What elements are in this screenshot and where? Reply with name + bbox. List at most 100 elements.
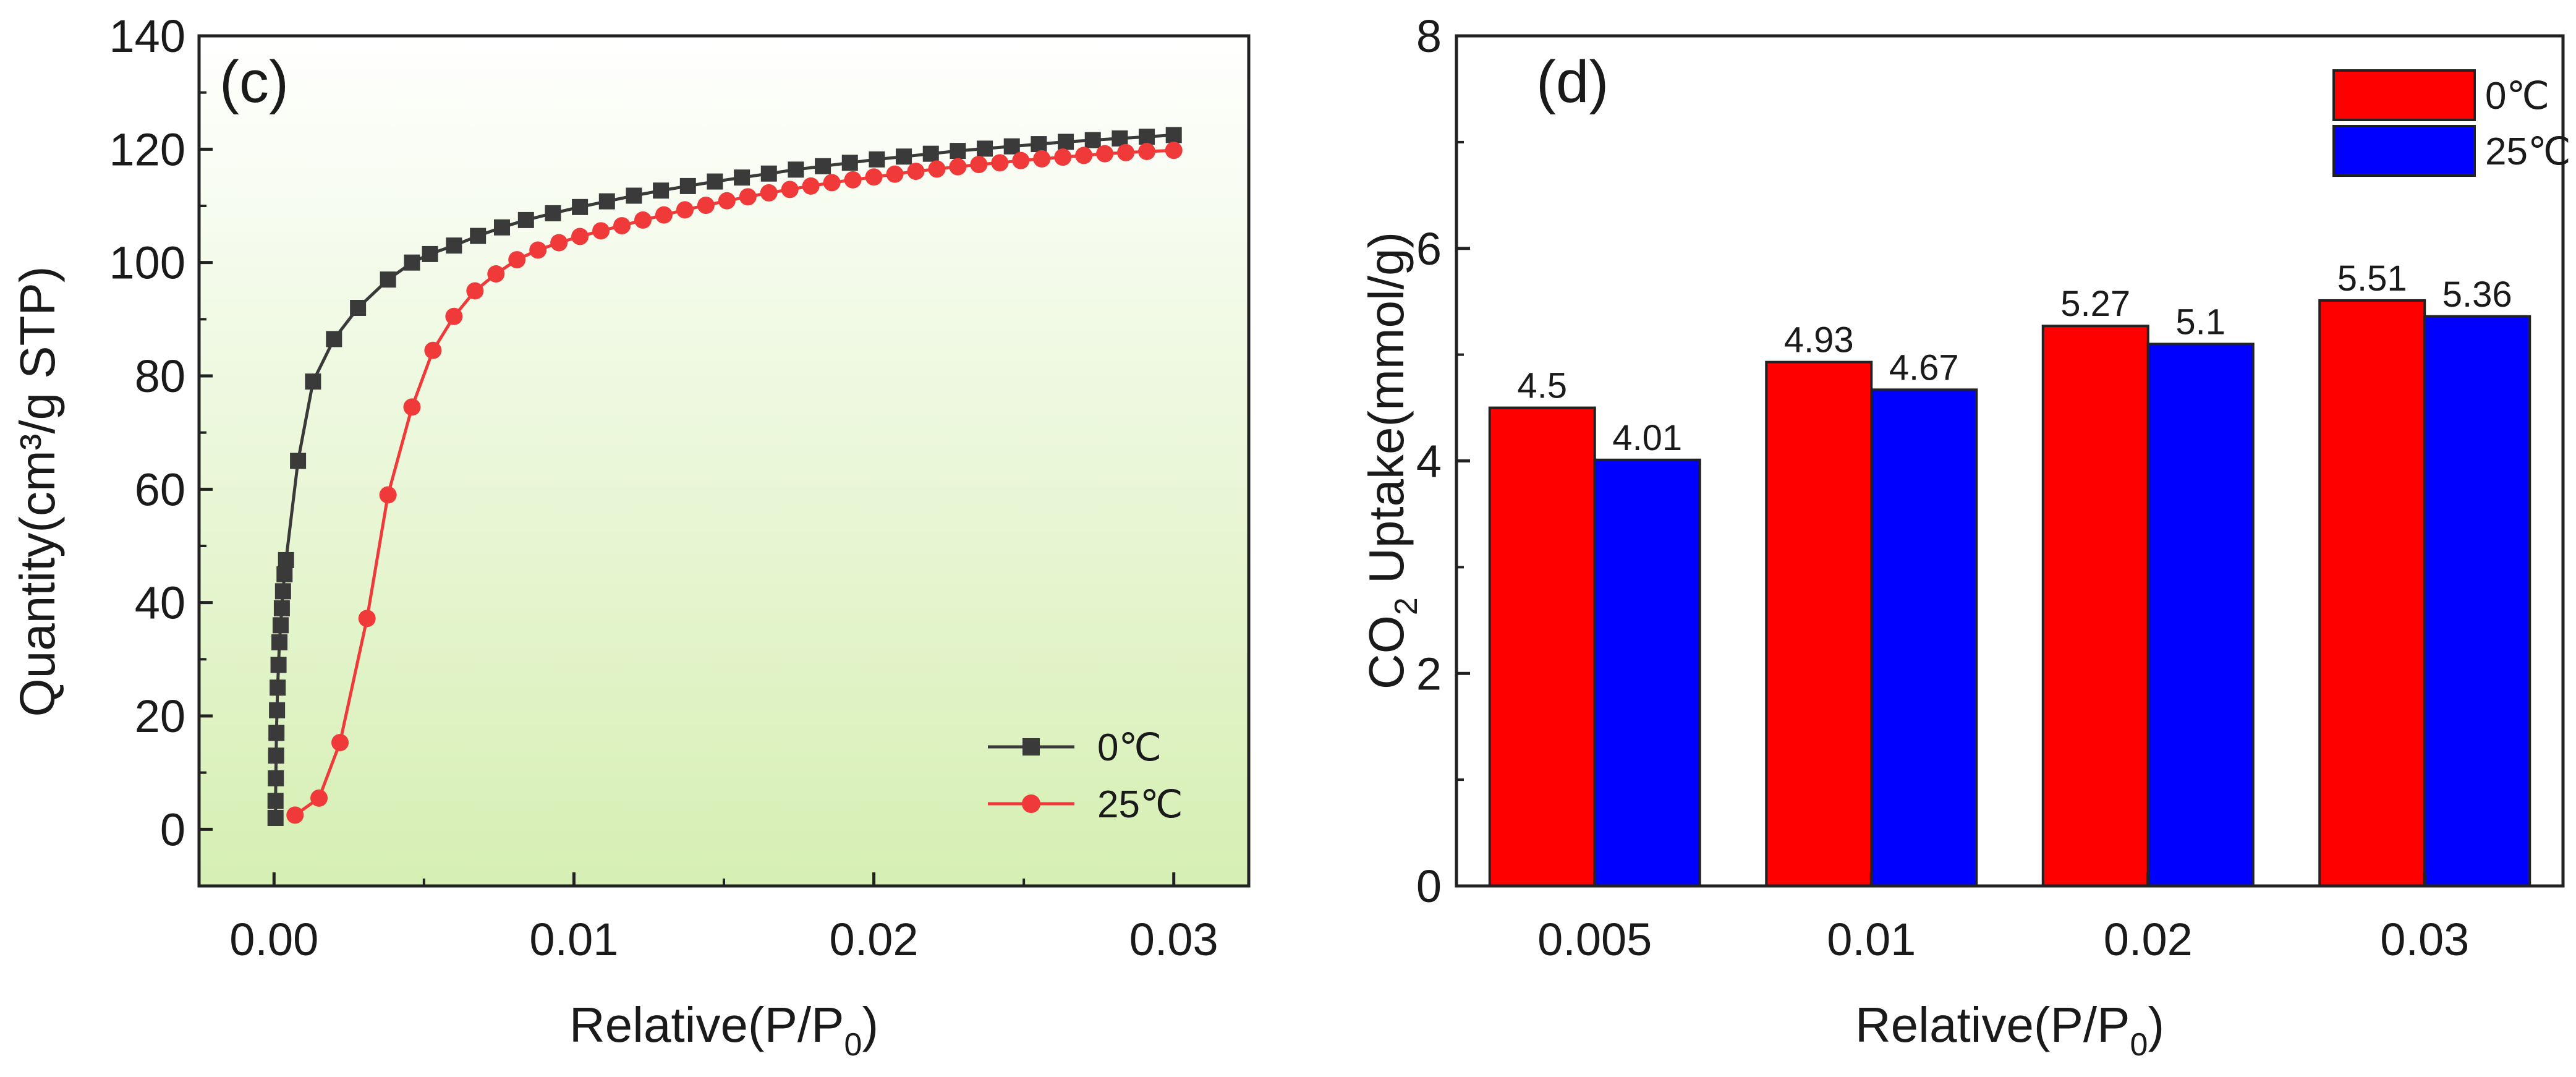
data-point [350,300,367,316]
y-axis-title-c: Quantity(cm³/g STP) [10,266,65,717]
data-point [268,747,284,764]
data-point [886,165,904,183]
data-point [592,222,610,240]
data-point [1117,143,1135,161]
data-point [950,143,966,160]
data-point [380,271,396,288]
x-tick-label: 0.01 [1827,914,1916,965]
legend-swatch [2332,69,2476,121]
data-point [653,182,670,199]
data-point [358,610,376,628]
panel-label-c: (c) [219,49,289,115]
data-point [679,177,696,194]
data-point [781,181,799,198]
bar-25C [1593,458,1701,887]
data-point [977,140,993,157]
bar-value-label: 5.51 [2337,258,2407,299]
data-point [598,193,615,210]
data-point [1058,134,1074,150]
data-point [446,237,462,254]
legend-marker [1022,738,1040,756]
data-point [545,205,561,221]
data-point [734,169,750,186]
data-point [760,165,777,182]
y-tick-label: 80 [135,351,185,402]
data-point [1139,129,1155,145]
data-point [273,600,290,616]
data-point [487,265,505,283]
data-point [379,486,397,504]
bar-25C [1870,388,1978,887]
data-point [865,168,883,186]
data-point [970,156,988,174]
x-tick-label: 0.03 [2380,914,2469,965]
bar-0C [2318,299,2426,887]
data-point [470,228,487,244]
data-point [493,219,510,236]
data-point [445,307,463,325]
y-axis-title-d: CO2 Uptake(mmol/g) [1359,232,1424,689]
data-point [404,254,420,271]
legend-item: 25℃ [2332,125,2571,177]
data-point [896,148,912,165]
data-point [613,217,631,235]
bar-0C [1765,360,1873,887]
data-point [278,551,294,568]
data-point [922,145,939,162]
data-point [529,241,547,259]
bar-25C [2423,315,2531,887]
x-tick-label: 0.02 [830,914,919,965]
data-point [571,228,589,245]
data-point [269,702,286,718]
data-point [517,211,534,228]
data-point [707,173,723,190]
data-point [1033,150,1051,168]
data-point [310,789,328,807]
bar-0C [2041,325,2149,887]
data-point [697,197,715,215]
x-tick-label: 0.00 [229,914,318,965]
data-point [286,806,304,824]
bar-value-label: 5.27 [2060,284,2130,324]
data-point [991,154,1009,172]
data-point [550,234,568,252]
data-point [271,634,288,650]
data-point [949,158,967,176]
data-point [572,198,589,215]
legend-d: 0℃25℃ [2332,69,2571,177]
data-point [268,770,284,786]
data-point [823,174,841,192]
bar-25C [2146,343,2255,887]
data-point [1003,138,1020,155]
data-point [844,171,862,189]
x-tick-label: 0.03 [1129,914,1218,965]
legend-label: 0℃ [2485,75,2549,117]
y-tick-label: 2 [1416,648,1442,699]
data-point [422,245,438,262]
y-tick-label: 6 [1416,223,1442,275]
data-point [1096,145,1114,163]
data-point [788,161,804,178]
y-tick-label: 0 [160,804,185,855]
x-tick-label: 0.005 [1537,914,1652,965]
y-tick-label: 60 [135,464,185,515]
bar-value-label: 4.67 [1889,347,1959,388]
data-point [1112,130,1128,147]
bar-value-label: 4.93 [1784,320,1854,360]
legend-c: 0℃25℃ [988,726,1183,826]
data-point [267,810,284,826]
data-point [655,206,673,224]
data-point [274,583,291,600]
data-point [739,188,757,206]
data-point [1084,132,1101,148]
data-point [907,163,925,181]
data-point [331,734,349,752]
data-point [270,679,286,696]
y-tick-label: 100 [109,237,185,289]
data-point [268,725,285,741]
plot-frame [1455,34,2565,888]
data-point [272,617,289,634]
data-point [290,453,307,469]
data-point [305,373,321,390]
